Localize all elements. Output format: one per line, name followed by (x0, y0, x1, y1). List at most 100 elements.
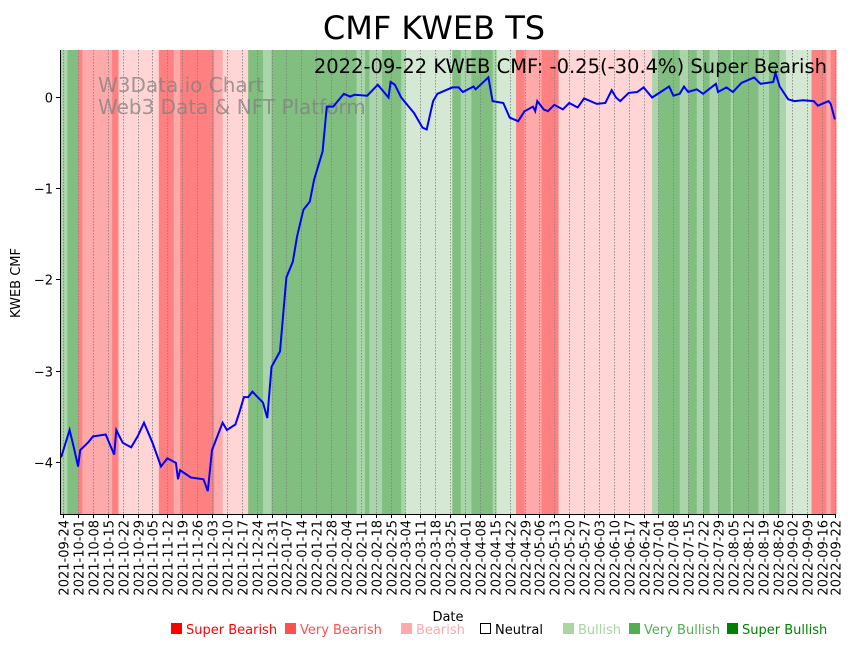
x-tick-label: 2022-08-19 (758, 520, 773, 596)
x-tick-label: 2022-03-04 (400, 520, 415, 596)
x-tick-label: 2022-08-12 (743, 520, 758, 596)
y-tick-label: −4 (34, 457, 53, 472)
x-tick-label: 2022-01-14 (296, 520, 311, 596)
band-super-bullish (452, 50, 462, 514)
band-super-bearish (541, 50, 560, 514)
band-very-bullish (401, 50, 406, 514)
x-tick-label: 2022-06-17 (624, 520, 639, 596)
watermark-line-1: W3Data.io Chart (98, 73, 264, 97)
x-tick-label: 2021-10-15 (103, 520, 118, 596)
band-very-bullish (60, 50, 68, 514)
band-super-bullish (688, 50, 698, 514)
y-tick-label: −1 (34, 183, 53, 198)
band-super-bearish (811, 50, 827, 514)
x-tick-label: 2022-01-07 (281, 520, 296, 596)
legend-label: Very Bearish (300, 623, 382, 638)
sentiment-bands (60, 50, 837, 514)
x-tick-label: 2022-06-03 (594, 520, 609, 596)
x-tick-label: 2022-06-10 (609, 520, 624, 596)
band-very-bullish (696, 50, 704, 514)
band-super-bullish (718, 50, 732, 514)
band-super-bullish (732, 50, 759, 514)
x-tick-label: 2021-10-29 (133, 520, 148, 596)
chart-annotation: 2022-09-22 KWEB CMF: -0.25(-30.4%) Super… (314, 55, 827, 78)
band-very-bullish (709, 50, 719, 514)
x-tick-label: 2021-12-10 (222, 520, 237, 596)
y-tick-label: −2 (34, 274, 53, 289)
band-super-bearish (158, 50, 175, 514)
band-super-bullish (67, 50, 79, 514)
band-very-bullish (779, 50, 787, 514)
band-super-bullish (365, 50, 370, 514)
band-very-bearish (173, 50, 181, 514)
band-very-bullish (679, 50, 689, 514)
x-tick-label: 2022-05-06 (534, 520, 549, 596)
band-very-bearish (826, 50, 832, 514)
band-super-bullish (471, 50, 494, 514)
y-axis-label: KWEB CMF (9, 248, 24, 318)
legend-label: Very Bullish (644, 623, 720, 638)
band-super-bearish (78, 50, 83, 514)
band-super-bullish (271, 50, 358, 514)
x-tick-label: 2022-04-01 (460, 520, 475, 596)
x-tick-label: 2021-11-26 (192, 520, 207, 596)
legend-swatch (563, 623, 574, 634)
band-very-bearish (214, 50, 224, 514)
x-tick-label: 2022-03-11 (415, 520, 430, 596)
x-tick-label: 2021-10-22 (118, 520, 133, 596)
legend: Super Bearish Very Bearish Bearish Neutral B… (171, 623, 827, 638)
chart-title: CMF KWEB TS (323, 9, 545, 47)
band-super-bullish (769, 50, 781, 514)
band-very-bullish (460, 50, 472, 514)
band-very-bullish (758, 50, 770, 514)
x-tick-label: 2021-11-19 (177, 520, 192, 596)
x-tick-label: 2022-08-26 (773, 520, 788, 596)
band-very-bearish (524, 50, 543, 514)
x-tick-label: 2022-01-21 (311, 520, 326, 596)
legend-label: Super Bullish (742, 623, 827, 638)
cmf-line (60, 68, 836, 492)
x-tick-label: 2022-03-18 (430, 520, 445, 596)
x-axis-ticks: 2021-09-24 2021-10-01 2021-10-08 2021-10-15… (58, 514, 845, 596)
legend-label: Bearish (416, 623, 465, 638)
x-tick-label: 2022-02-04 (341, 520, 356, 596)
x-tick-label: 2022-09-16 (817, 520, 832, 596)
x-tick-label: 2022-07-29 (713, 520, 728, 596)
x-tick-label: 2022-08-05 (728, 520, 743, 596)
x-tick-label: 2021-12-03 (207, 520, 222, 596)
x-axis-label: Date (432, 610, 463, 625)
y-tick-label: 0 (45, 92, 53, 107)
x-tick-label: 2022-05-13 (549, 520, 564, 596)
x-tick-label: 2022-02-11 (356, 520, 371, 596)
band-bearish (222, 50, 249, 514)
x-tick-label: 2022-05-20 (564, 520, 579, 596)
band-very-bullish (652, 50, 659, 514)
x-tick-label: 2021-12-24 (252, 520, 267, 596)
band-super-bullish (658, 50, 681, 514)
band-very-bullish (730, 50, 734, 514)
band-very-bullish (369, 50, 383, 514)
band-bullish (786, 50, 813, 514)
watermark-line-2: Web3 Data & NFT Platform (98, 95, 366, 119)
x-tick-label: 2022-09-22 (830, 520, 845, 596)
band-super-bullish (382, 50, 402, 514)
legend-swatch (285, 623, 296, 634)
band-super-bearish (112, 50, 119, 514)
x-tick-label: 2022-06-24 (639, 520, 654, 596)
x-tick-label: 2021-10-01 (73, 520, 88, 596)
x-tick-label: 2021-11-12 (162, 520, 177, 596)
x-tick-label: 2022-07-08 (668, 520, 683, 596)
legend-swatch (629, 623, 640, 634)
legend-swatch (480, 623, 491, 634)
band-bullish (405, 50, 453, 514)
legend-label: Super Bearish (186, 623, 277, 638)
band-very-bullish (492, 50, 498, 514)
x-tick-label: 2022-05-27 (579, 520, 594, 596)
x-tick-label: 2022-09-09 (802, 520, 817, 596)
x-tick-label: 2021-10-08 (88, 520, 103, 596)
band-bearish (558, 50, 653, 514)
x-tick-label: 2021-12-17 (237, 520, 252, 596)
legend-label: Neutral (495, 623, 543, 638)
axes-spines (60, 50, 836, 515)
band-very-bullish (263, 50, 273, 514)
